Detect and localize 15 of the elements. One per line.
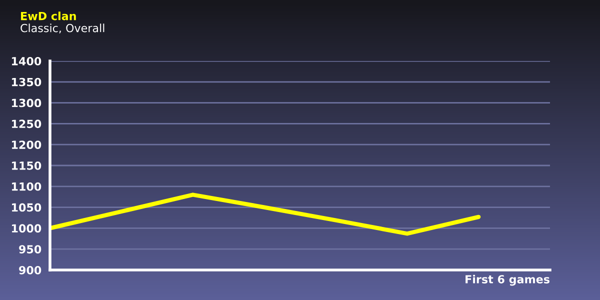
y-tick-label: 1200	[12, 140, 42, 149]
y-tick-label: 1300	[12, 98, 42, 108]
line-series	[50, 192, 481, 236]
y-tick-label: 1050	[12, 203, 42, 212]
y-tick-label: 1150	[12, 161, 42, 170]
x-axis-title: First 6 games	[466, 274, 550, 286]
y-tick-label: 1100	[12, 182, 42, 191]
chart-title: EwD clan	[21, 12, 76, 20]
y-tick-label: 1250	[12, 120, 42, 128]
y-tick-label: 1000	[12, 224, 42, 233]
y-tick-label: 1350	[12, 78, 42, 86]
chart-subtitle: Classic, Overall	[20, 24, 104, 34]
y-tick-label: 1400	[12, 56, 42, 66]
y-tick-label: 900	[19, 266, 42, 274]
y-tick-label: 950	[19, 245, 42, 254]
